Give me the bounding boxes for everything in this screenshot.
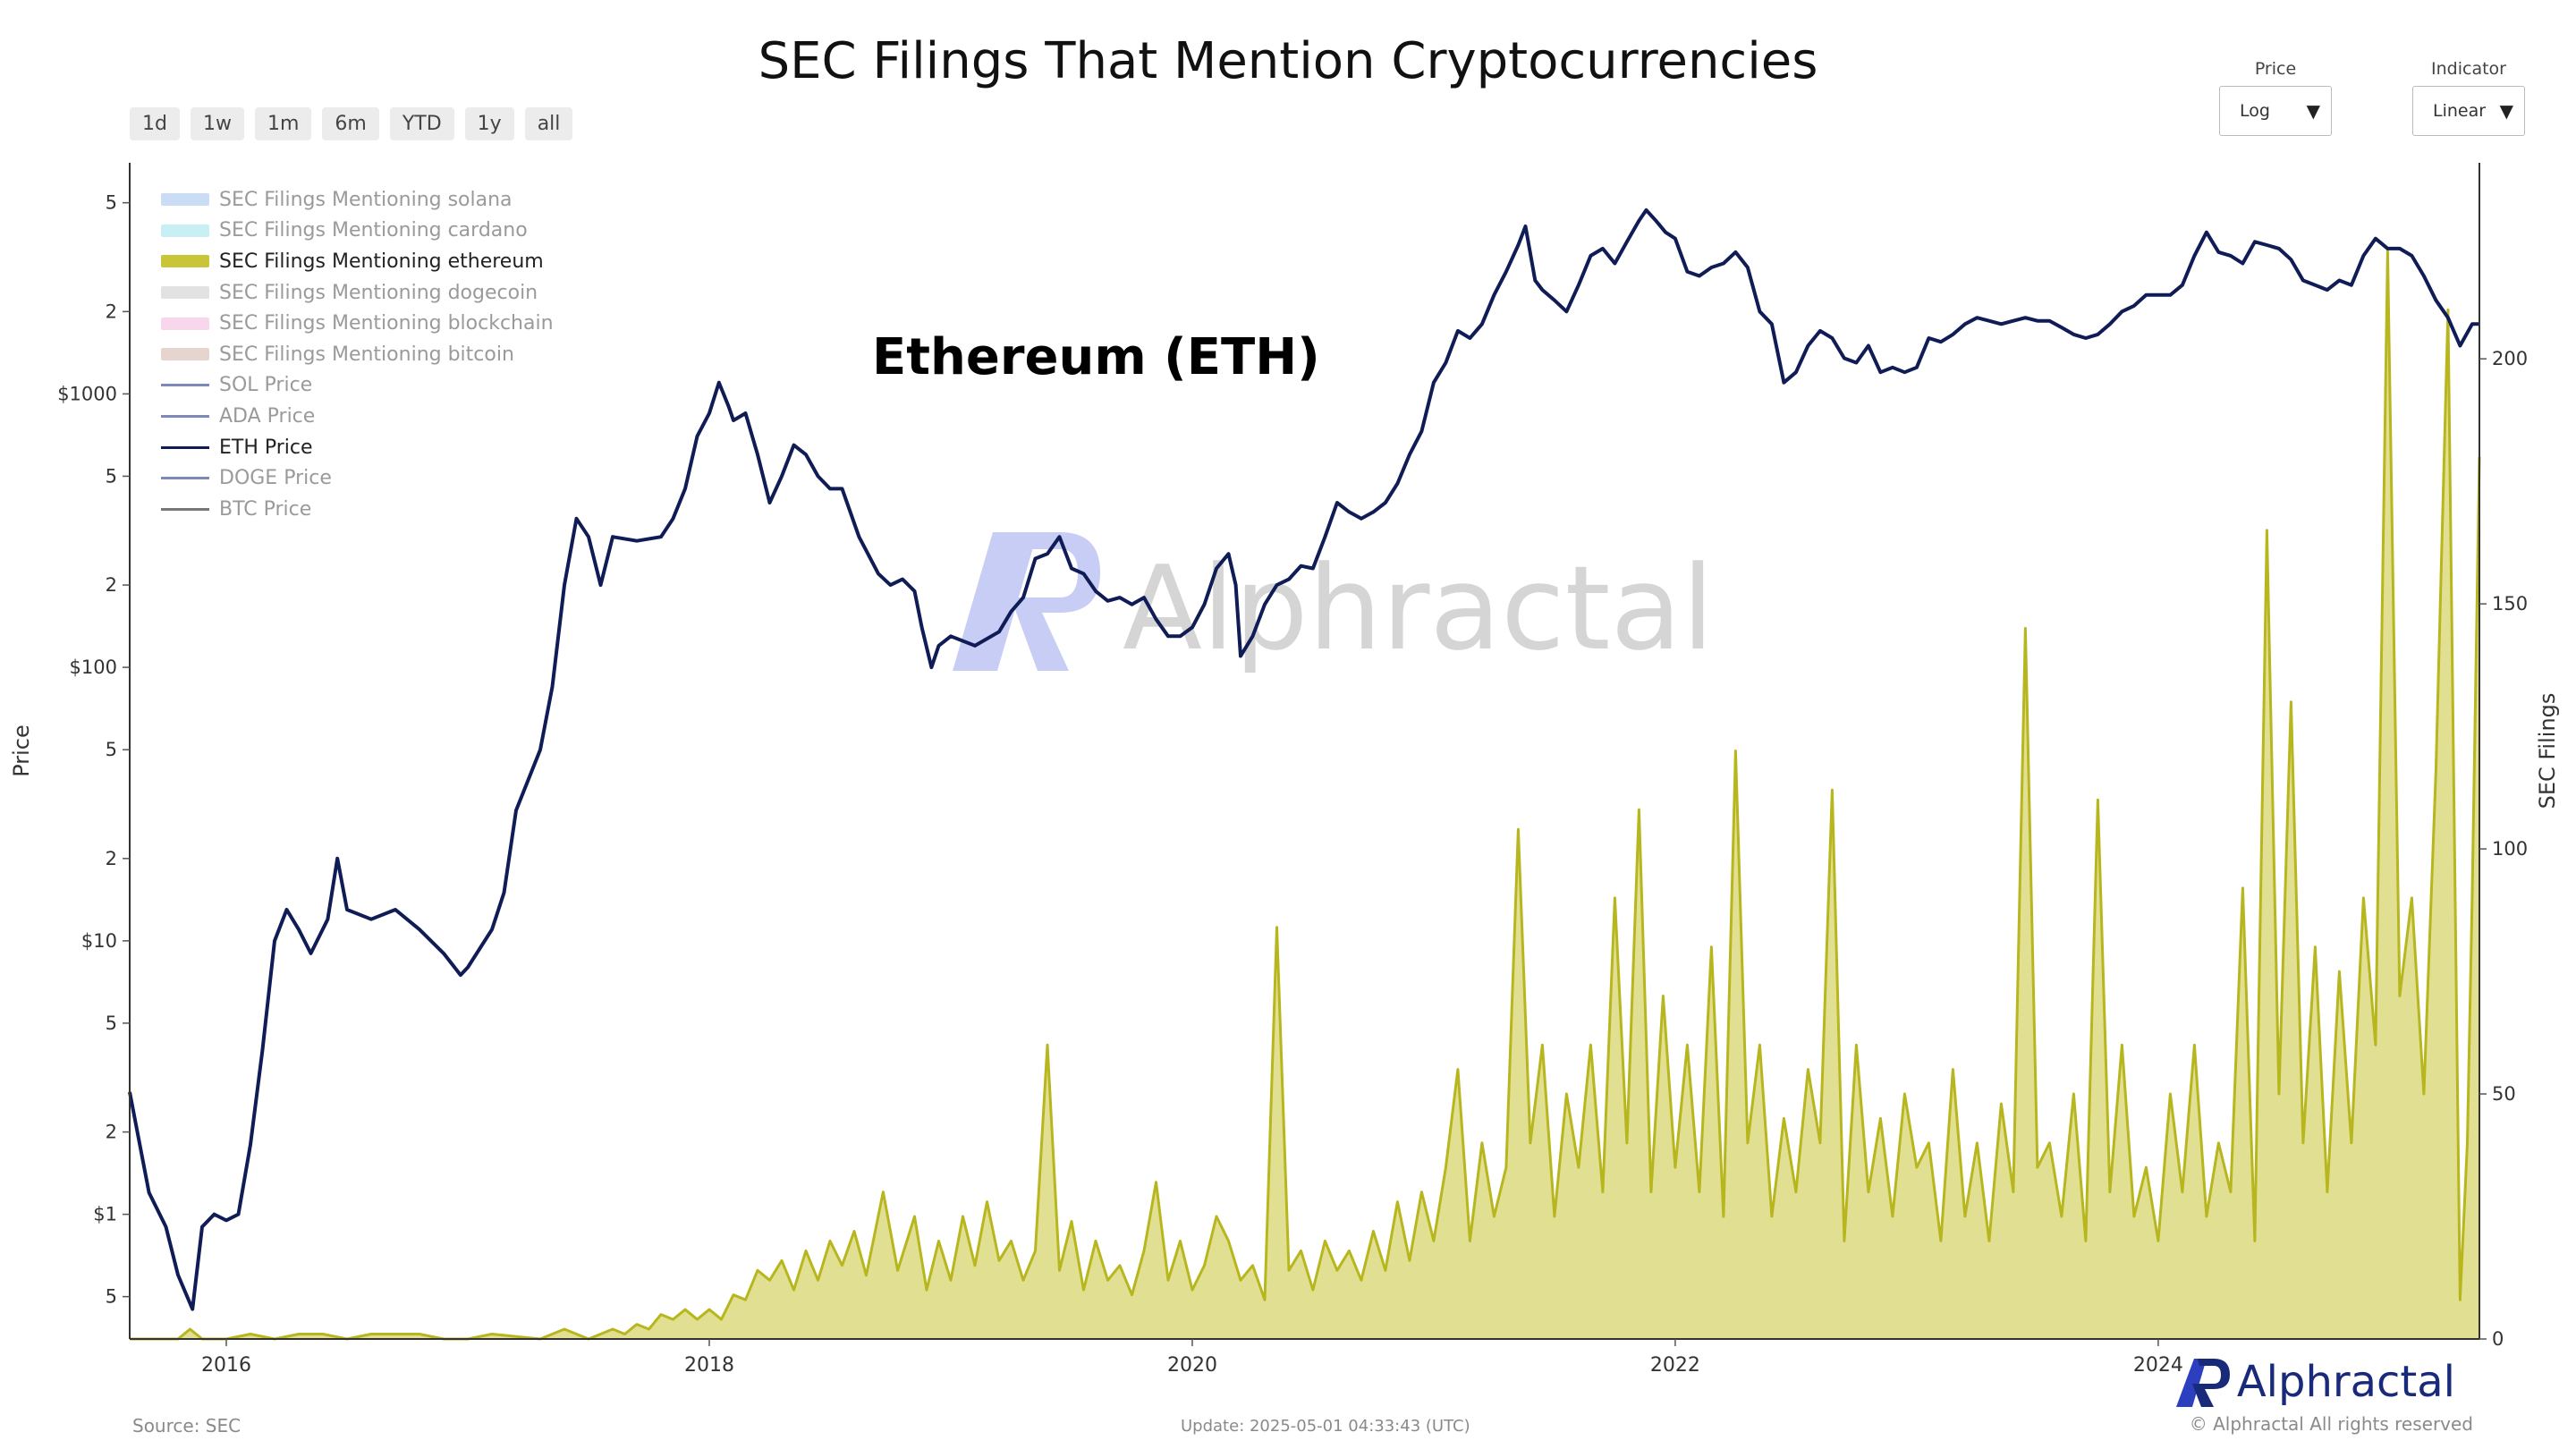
price-scale-control: Price Log ▼ [2219, 59, 2332, 136]
legend-swatch [161, 193, 209, 207]
legend: SEC Filings Mentioning solana SEC Filings… [161, 184, 554, 525]
dropdown-arrow-icon: ▼ [2306, 100, 2320, 122]
legend-label: SEC Filings Mentioning bitcoin [219, 343, 514, 366]
legend-label: ADA Price [219, 404, 316, 428]
legend-label: BTC Price [219, 497, 312, 521]
alphractal-logo: Alphractal [2174, 1355, 2455, 1409]
watermark-text: Alphractal [1123, 540, 1714, 676]
y-left-tick-label: 2 [106, 848, 117, 869]
price-scale-select[interactable]: Log ▼ [2219, 86, 2332, 136]
legend-item[interactable]: SEC Filings Mentioning ethereum [161, 246, 554, 277]
y-left-tick-label: 5 [106, 192, 117, 214]
range-button-1y[interactable]: 1y [464, 107, 514, 140]
y-right-axis-title: SEC Filings [2535, 693, 2560, 809]
y-right-tick-label: 50 [2492, 1083, 2516, 1105]
legend-swatch [161, 477, 209, 480]
y-right-tick-label: 200 [2492, 348, 2528, 369]
y-left-tick-label: 5 [106, 739, 117, 760]
range-button-all[interactable]: all [524, 107, 573, 140]
legend-item[interactable]: ADA Price [161, 401, 554, 432]
y-right-tick-label: 0 [2492, 1328, 2504, 1350]
legend-swatch [161, 414, 209, 418]
price-scale-value: Log [2240, 101, 2270, 121]
y-left-tick-label: $100 [70, 657, 117, 678]
watermark: Alphractal [953, 532, 1714, 676]
y-right-tick-label: 100 [2492, 838, 2528, 860]
x-tick-label: 2018 [684, 1354, 734, 1377]
range-button-1d[interactable]: 1d [130, 107, 180, 140]
legend-item[interactable]: SEC Filings Mentioning blockchain [161, 308, 554, 339]
indicator-scale-value: Linear [2433, 101, 2487, 121]
indicator-scale-label: Indicator [2431, 59, 2506, 79]
copyright-text: © Alphractal All rights reserved [2189, 1413, 2473, 1435]
legend-swatch [161, 224, 209, 237]
legend-label: SEC Filings Mentioning ethereum [219, 250, 544, 273]
y-left-tick-label: 5 [106, 1286, 117, 1308]
indicator-scale-control: Indicator Linear ▼ [2412, 59, 2525, 136]
legend-swatch [161, 445, 209, 449]
source-text: Source: SEC [132, 1415, 242, 1436]
y-left-axis-title: Price [9, 724, 34, 777]
range-selector: 1d 1w 1m 6m YTD 1y all [130, 107, 573, 140]
legend-swatch [161, 348, 209, 361]
range-button-ytd[interactable]: YTD [389, 107, 454, 140]
y-left-tick-label: $1000 [57, 383, 117, 404]
legend-swatch [161, 317, 209, 330]
x-tick-label: 2024 [2133, 1354, 2183, 1377]
legend-item[interactable]: ETH Price [161, 432, 554, 463]
legend-label: SEC Filings Mentioning solana [219, 188, 513, 211]
y-left-tick-label: $10 [81, 930, 117, 952]
watermark-logo-shape [953, 532, 1038, 671]
legend-swatch [161, 286, 209, 300]
y-left-tick-label: 2 [106, 1122, 117, 1143]
legend-label: ETH Price [219, 436, 313, 459]
alphractal-logo-icon [2175, 1359, 2230, 1407]
chart-annotation: Ethereum (ETH) [872, 328, 1320, 386]
range-button-6m[interactable]: 6m [322, 107, 379, 140]
dropdown-arrow-icon: ▼ [2499, 100, 2513, 122]
legend-item[interactable]: SEC Filings Mentioning bitcoin [161, 339, 554, 370]
range-button-1m[interactable]: 1m [254, 107, 312, 140]
legend-item[interactable]: SEC Filings Mentioning cardano [161, 216, 554, 247]
indicator-scale-select[interactable]: Linear ▼ [2412, 86, 2525, 136]
price-scale-label: Price [2254, 59, 2297, 79]
x-tick-label: 2020 [1167, 1354, 1217, 1377]
chart-title: SEC Filings That Mention Cryptocurrencie… [758, 32, 1818, 90]
y-right-tick-label: 150 [2492, 593, 2528, 614]
legend-label: SEC Filings Mentioning cardano [219, 219, 528, 242]
legend-label: SOL Price [219, 374, 313, 397]
legend-item[interactable]: SEC Filings Mentioning solana [161, 184, 554, 216]
legend-item[interactable]: BTC Price [161, 494, 554, 525]
legend-item[interactable]: DOGE Price [161, 462, 554, 494]
legend-item[interactable]: SOL Price [161, 370, 554, 402]
legend-item[interactable]: SEC Filings Mentioning dogecoin [161, 277, 554, 309]
update-text: Update: 2025-05-01 04:33:43 (UTC) [1181, 1417, 1470, 1436]
x-tick-label: 2022 [1650, 1354, 1700, 1377]
y-left-tick-label: 2 [106, 574, 117, 596]
logo-text: Alphractal [2236, 1357, 2455, 1407]
y-left-tick-label: 5 [106, 465, 117, 487]
ethereum-filings-line [130, 250, 2481, 1341]
y-left-tick-label: 2 [106, 301, 117, 322]
ethereum-filings-area [130, 250, 2479, 1340]
y-left-tick-label: 5 [106, 1013, 117, 1034]
legend-label: SEC Filings Mentioning dogecoin [219, 281, 538, 304]
legend-swatch [161, 507, 209, 511]
y-left-tick-label: $1 [93, 1204, 117, 1225]
legend-label: DOGE Price [219, 467, 332, 490]
x-tick-label: 2016 [201, 1354, 251, 1377]
watermark-logo-shape [1011, 532, 1100, 671]
legend-swatch [161, 255, 209, 268]
legend-label: SEC Filings Mentioning blockchain [219, 312, 554, 335]
range-button-1w[interactable]: 1w [190, 107, 244, 140]
eth-price-line [128, 208, 2479, 1311]
legend-swatch [161, 384, 209, 387]
